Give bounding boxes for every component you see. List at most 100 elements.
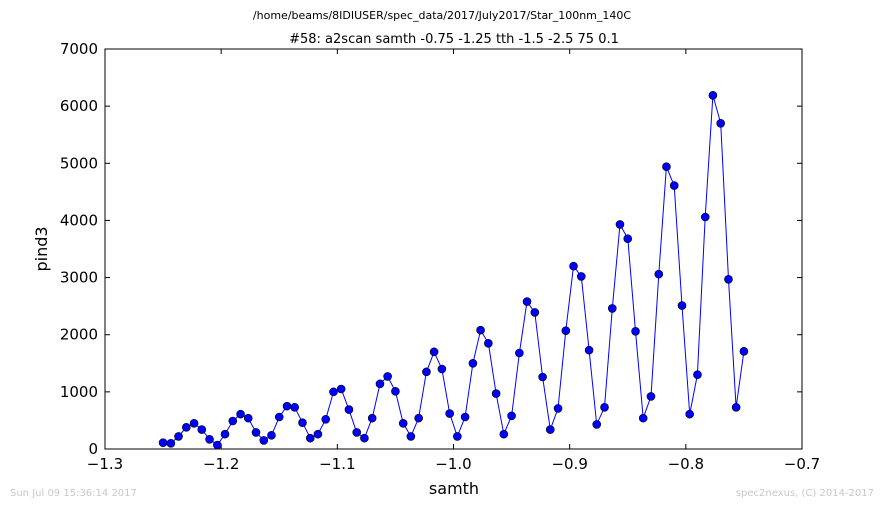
data-point bbox=[499, 429, 509, 439]
data-point bbox=[669, 181, 679, 190]
data-point bbox=[313, 429, 323, 439]
data-point bbox=[739, 346, 749, 356]
y-tick-label: 0 bbox=[88, 440, 98, 458]
data-point bbox=[731, 402, 741, 412]
x-tick-label: −0.8 bbox=[668, 455, 704, 473]
data-point bbox=[631, 326, 640, 336]
data-point bbox=[453, 432, 462, 441]
data-point bbox=[375, 379, 385, 389]
y-tick-label: 3000 bbox=[60, 269, 98, 287]
figure-suptitle: /home/beams/8IDIUSER/spec_data/2017/July… bbox=[253, 9, 631, 22]
data-point bbox=[700, 212, 710, 222]
data-point bbox=[584, 345, 594, 355]
data-point bbox=[708, 90, 718, 100]
data-point bbox=[638, 413, 648, 423]
footer-credit: spec2nexus, (C) 2014-2017 bbox=[735, 488, 874, 499]
data-point bbox=[360, 433, 369, 443]
data-point bbox=[623, 234, 633, 244]
data-point bbox=[228, 416, 238, 426]
y-tick-label: 2000 bbox=[60, 326, 98, 344]
data-point bbox=[561, 326, 571, 336]
data-point bbox=[553, 404, 563, 413]
data-point bbox=[406, 432, 416, 441]
data-point bbox=[724, 274, 733, 284]
y-tick-label: 7000 bbox=[60, 40, 98, 58]
series-line bbox=[163, 95, 745, 446]
data-point bbox=[507, 411, 516, 421]
data-point bbox=[592, 420, 602, 429]
axis-ticks: −1.3 −1.2 −1.1 −1.0 −0.9 −0.8 −0.7 0 1000 2000 300… bbox=[60, 40, 820, 473]
data-point bbox=[437, 364, 447, 374]
data-point bbox=[538, 372, 547, 382]
data-point bbox=[646, 392, 656, 401]
y-axis-label: pind3 bbox=[32, 226, 51, 271]
data-point bbox=[251, 428, 261, 437]
data-point bbox=[189, 418, 199, 428]
data-point bbox=[460, 412, 470, 422]
data-point bbox=[243, 413, 253, 423]
data-point bbox=[522, 297, 532, 306]
data-point bbox=[321, 414, 331, 424]
data-point bbox=[530, 308, 540, 317]
x-tick-label: −1.2 bbox=[203, 455, 239, 473]
data-point bbox=[515, 348, 524, 358]
data-point bbox=[600, 402, 609, 412]
data-point bbox=[422, 367, 431, 377]
data-point bbox=[468, 358, 478, 368]
data-point bbox=[545, 425, 555, 434]
data-point bbox=[576, 272, 586, 281]
data-point bbox=[677, 301, 687, 310]
data-point bbox=[693, 370, 702, 380]
data-point bbox=[383, 372, 392, 381]
data-point bbox=[654, 269, 664, 279]
data-point bbox=[205, 434, 214, 444]
y-tick-label: 1000 bbox=[60, 383, 98, 401]
data-point bbox=[352, 428, 362, 437]
chart-title: #58: a2scan samth -0.75 -1.25 tth -1.5 -… bbox=[289, 32, 619, 47]
data-point bbox=[445, 409, 454, 418]
plot-area bbox=[104, 48, 803, 450]
data-point bbox=[607, 304, 617, 313]
data-point bbox=[398, 418, 408, 428]
data-point bbox=[414, 413, 423, 423]
data-point bbox=[662, 162, 671, 172]
data-point bbox=[685, 409, 694, 419]
x-tick-label: −0.9 bbox=[551, 455, 587, 473]
y-tick-label: 6000 bbox=[60, 97, 98, 115]
footer-timestamp: Sun Jul 09 15:36:14 2017 bbox=[10, 488, 137, 499]
y-tick-label: 4000 bbox=[60, 211, 98, 229]
data-point bbox=[298, 418, 307, 428]
data-point bbox=[615, 220, 625, 229]
data-point bbox=[259, 436, 269, 445]
data-point bbox=[166, 438, 176, 448]
data-point bbox=[336, 384, 346, 394]
data-point bbox=[290, 402, 300, 412]
data-point bbox=[476, 325, 485, 335]
data-point bbox=[491, 389, 501, 398]
data-point bbox=[282, 401, 292, 411]
data-series bbox=[158, 90, 749, 450]
data-point bbox=[429, 347, 439, 357]
x-tick-label: −1.3 bbox=[87, 455, 123, 473]
data-point bbox=[267, 430, 276, 440]
data-point bbox=[197, 425, 207, 434]
data-point bbox=[220, 429, 230, 439]
x-axis-label: samth bbox=[429, 479, 479, 498]
data-point bbox=[236, 409, 245, 419]
x-tick-label: −0.7 bbox=[784, 455, 820, 473]
data-point bbox=[174, 432, 183, 441]
data-point bbox=[391, 386, 400, 396]
data-point bbox=[305, 433, 315, 443]
data-point bbox=[329, 387, 338, 397]
data-point bbox=[182, 422, 191, 432]
x-tick-label: −1.1 bbox=[319, 455, 355, 473]
data-point bbox=[213, 440, 222, 450]
data-point bbox=[569, 261, 578, 271]
y-tick-label: 5000 bbox=[60, 154, 98, 172]
data-point bbox=[274, 412, 284, 422]
x-tick-label: −1.0 bbox=[435, 455, 471, 473]
data-point bbox=[158, 438, 168, 448]
data-point bbox=[484, 338, 493, 348]
data-point bbox=[367, 413, 377, 423]
